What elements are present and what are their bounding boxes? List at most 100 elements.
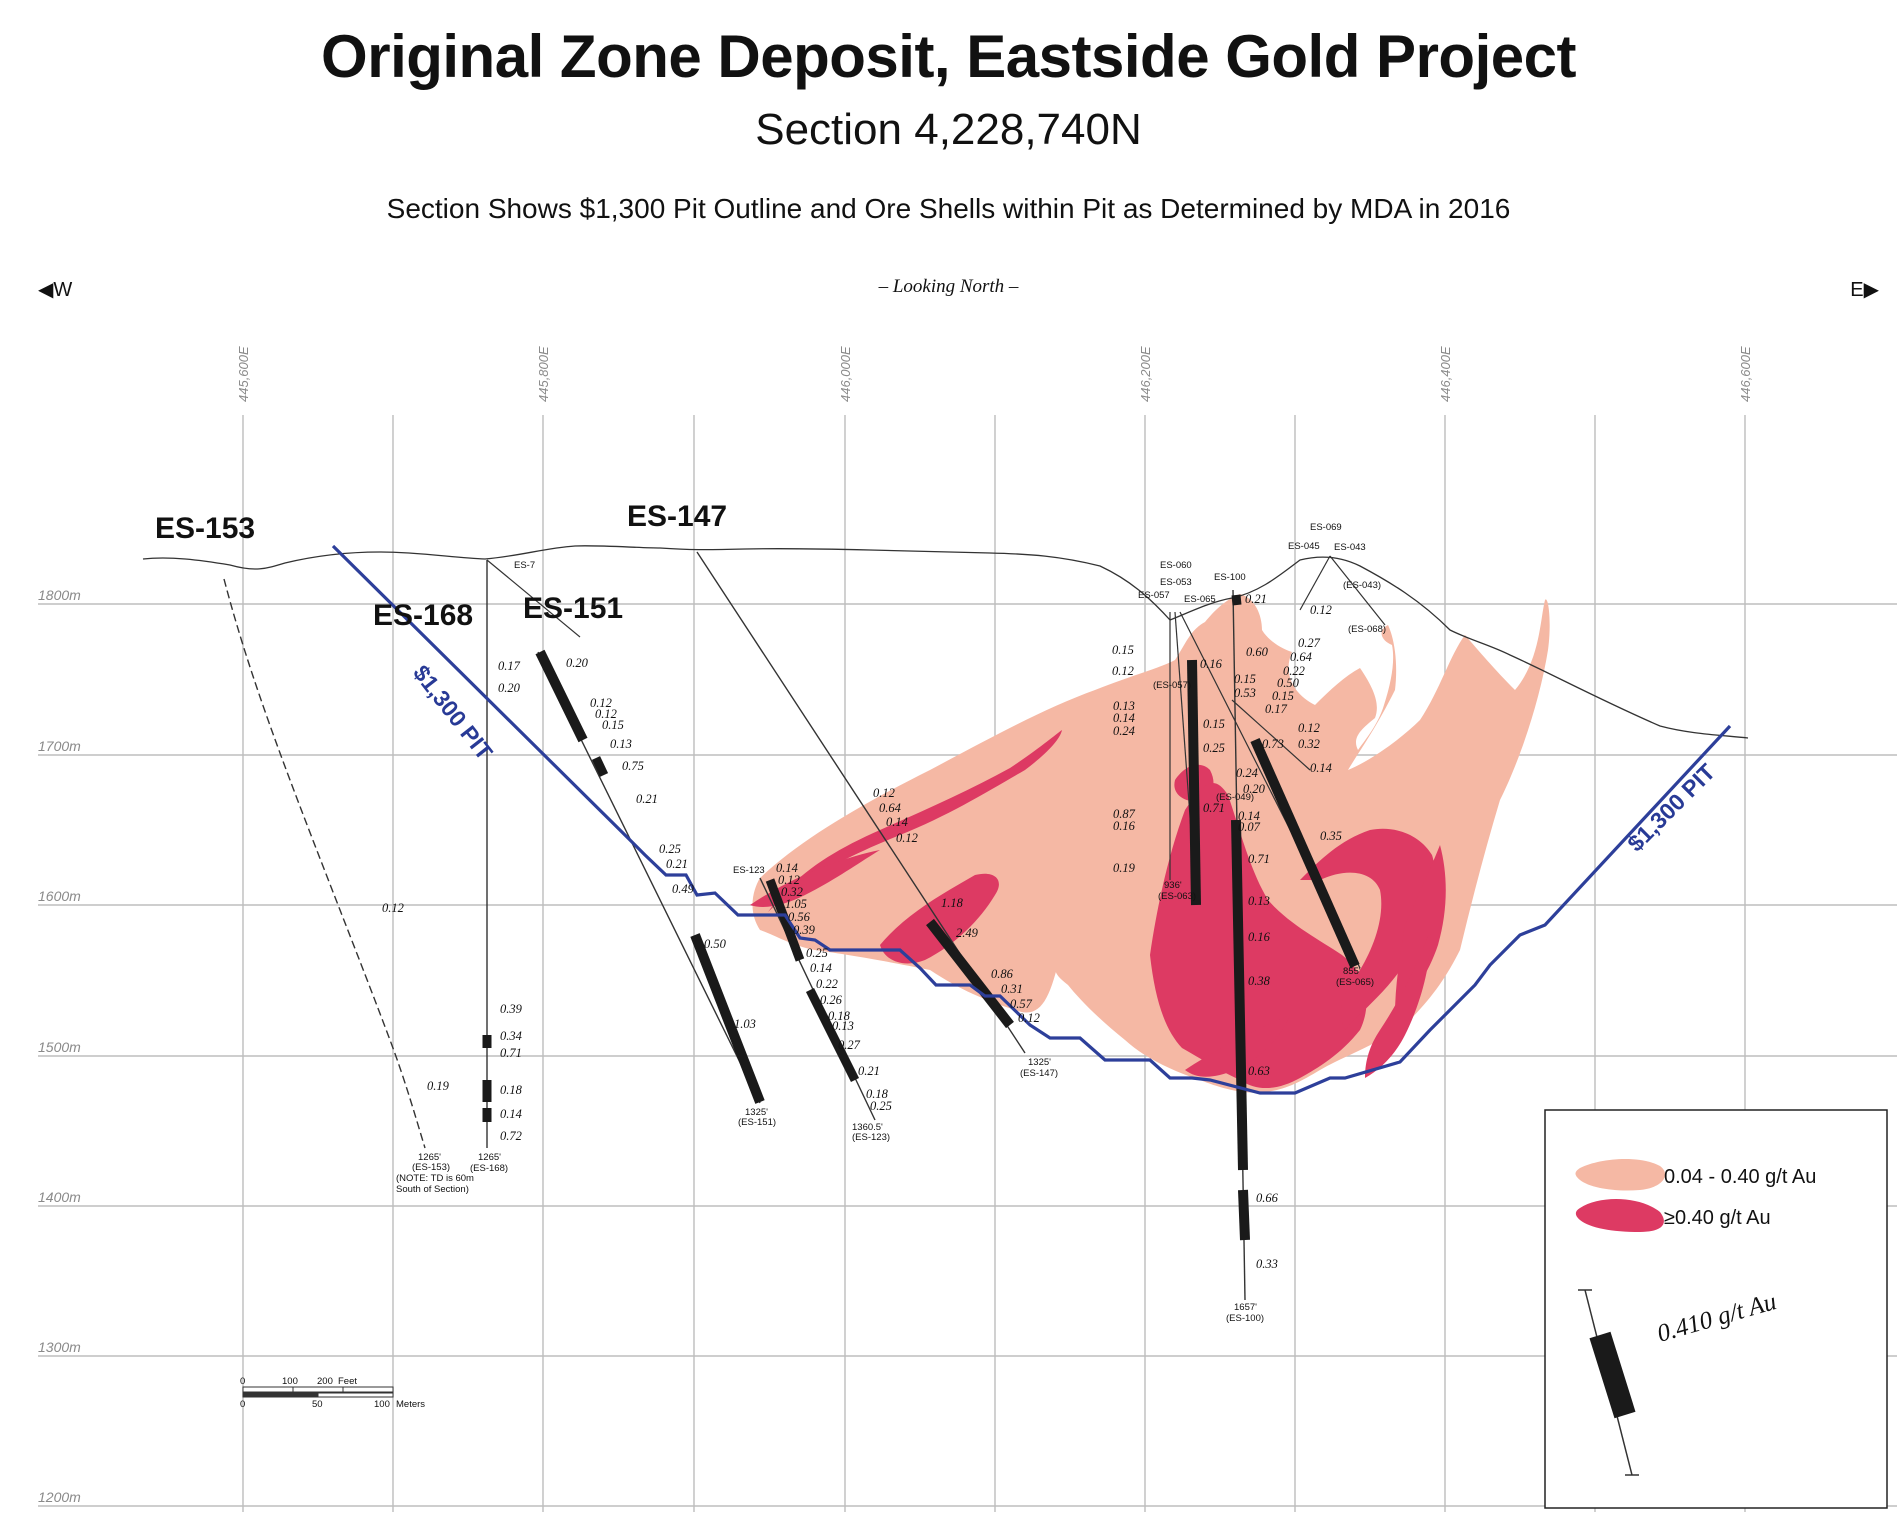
assay-es123-4: 0.56 bbox=[788, 910, 811, 924]
es153-end-depth: 1265' bbox=[418, 1152, 441, 1163]
es065-intercept bbox=[1250, 737, 1360, 969]
assay-es151-4: 0.13 bbox=[610, 737, 632, 751]
assay-es168-3: 0.34 bbox=[500, 1029, 522, 1043]
legend-low-grade-label: 0.04 - 0.40 g/t Au bbox=[1664, 1166, 1816, 1188]
assay-es065-3: 0.22 bbox=[1283, 664, 1305, 678]
assays-es123: 0.14 0.12 0.32 1.05 0.56 0.39 0.25 0.14 … bbox=[776, 861, 892, 1113]
assay-es123-1: 0.12 bbox=[778, 873, 800, 887]
assay-es100-0: 0.21 bbox=[1245, 592, 1267, 606]
subtitle: Section 4,228,740N bbox=[755, 105, 1142, 154]
scale-bar-meters-right bbox=[317, 1392, 394, 1398]
es065-end-depth: 855' bbox=[1343, 966, 1361, 977]
scale-meters-unit: Meters bbox=[396, 1399, 425, 1410]
assay-es151-9: 0.49 bbox=[672, 882, 695, 896]
es049-end-hole: (ES-049) bbox=[1216, 792, 1254, 803]
left-arrow-icon: ◀ bbox=[38, 279, 54, 301]
es151-intercept-mid bbox=[591, 756, 609, 777]
scale-feet-100: 100 bbox=[282, 1376, 298, 1387]
assay-es168-7: 0.72 bbox=[500, 1129, 522, 1143]
es100-intercept-deep bbox=[1238, 1189, 1250, 1241]
assay-es151-5: 0.75 bbox=[622, 759, 644, 773]
scale-meters-50: 50 bbox=[312, 1399, 323, 1410]
assay-es065-1: 0.27 bbox=[1298, 636, 1321, 650]
x-tick-446200: 446,200E bbox=[1138, 346, 1153, 402]
hole-label-es060: ES-060 bbox=[1160, 560, 1192, 571]
assay-es063-3: 0.14 bbox=[1113, 711, 1135, 725]
y-tick-1500: 1500m bbox=[38, 1039, 81, 1055]
assay-es147-8: 0.57 bbox=[1010, 997, 1033, 1011]
topography-line bbox=[142, 545, 1749, 739]
y-tick-1800: 1800m bbox=[38, 587, 81, 603]
assay-es063-7: 0.19 bbox=[1113, 861, 1136, 875]
x-tick-446000: 446,000E bbox=[838, 346, 853, 402]
assay-es065-13: 0.35 bbox=[1320, 829, 1342, 843]
assay-es100-12: 0.16 bbox=[1248, 930, 1271, 944]
assay-es100-15: 0.66 bbox=[1256, 1191, 1279, 1205]
assay-es151-3: 0.15 bbox=[602, 718, 624, 732]
y-tick-1300: 1300m bbox=[38, 1339, 81, 1355]
assay-es063-0: 0.15 bbox=[1112, 643, 1134, 657]
assay-es147-5: 2.49 bbox=[956, 926, 979, 940]
assay-es151-11: 1.03 bbox=[734, 1017, 756, 1031]
assay-es151-1: 0.12 bbox=[590, 696, 612, 710]
scale-feet-unit: Feet bbox=[338, 1376, 357, 1387]
pit-label-east: $1,300 PIT bbox=[1622, 759, 1720, 857]
legend-sample-intercept bbox=[1589, 1331, 1636, 1419]
west-indicator: ◀W bbox=[38, 277, 72, 302]
assay-es100-3: 0.53 bbox=[1234, 686, 1256, 700]
assay-es063-6: 0.16 bbox=[1113, 819, 1136, 833]
es168-end-depth: 1265' bbox=[478, 1152, 501, 1163]
assay-es100-4: 0.16 bbox=[1200, 657, 1223, 671]
assay-es147-4: 1.18 bbox=[941, 896, 964, 910]
es100-intercept-main bbox=[1231, 819, 1248, 1171]
assay-es100-2: 0.15 bbox=[1234, 672, 1256, 686]
es065-end-hole: (ES-065) bbox=[1336, 977, 1374, 988]
assay-es100-1: 0.60 bbox=[1246, 645, 1269, 659]
assays-es100: 0.21 0.60 0.15 0.53 0.16 0.15 0.25 0.71 … bbox=[1200, 592, 1279, 1271]
es151-end-hole: (ES-151) bbox=[738, 1117, 776, 1128]
y-tick-1200: 1200m bbox=[38, 1489, 81, 1505]
assay-es100-11: 0.13 bbox=[1248, 894, 1270, 908]
assays-es147: 0.12 0.64 0.14 0.12 1.18 2.49 0.86 0.31 … bbox=[873, 786, 1040, 1025]
assay-es151-2: 0.12 bbox=[595, 707, 617, 721]
assay-es100-7: 0.71 bbox=[1203, 801, 1225, 815]
assay-es065-10: 0.73 bbox=[1262, 737, 1284, 751]
assay-es168-6: 0.14 bbox=[500, 1107, 522, 1121]
hole-end-notes: 1265' (ES-153) (NOTE: TD is 60m South of… bbox=[396, 580, 1386, 1324]
assay-es147-0: 0.12 bbox=[873, 786, 895, 800]
assay-es123-12: 0.27 bbox=[838, 1038, 861, 1052]
assay-es100-14: 0.63 bbox=[1248, 1064, 1270, 1078]
assay-es123-15: 0.25 bbox=[870, 1099, 892, 1113]
x-tick-445800: 445,800E bbox=[536, 346, 551, 402]
assay-es063-1: 0.12 bbox=[1112, 664, 1134, 678]
title: Original Zone Deposit, Eastside Gold Pro… bbox=[321, 23, 1576, 90]
hole-label-es7: ES-7 bbox=[514, 560, 535, 571]
assay-es168-1: 0.20 bbox=[498, 681, 521, 695]
assays-es065: 0.12 0.27 0.64 0.22 0.50 0.15 0.17 0.12 … bbox=[1236, 603, 1342, 843]
es168-end-hole: (ES-168) bbox=[470, 1163, 508, 1174]
hole-label-es123: ES-123 bbox=[733, 865, 765, 876]
assay-es100-16: 0.33 bbox=[1256, 1257, 1278, 1271]
scale-meters-100: 100 bbox=[374, 1399, 390, 1410]
assay-es123-6: 0.25 bbox=[806, 946, 828, 960]
east-indicator: E▶ bbox=[1850, 277, 1879, 302]
assay-es123-9: 0.26 bbox=[820, 993, 843, 1007]
assay-es123-10: 0.18 bbox=[828, 1009, 851, 1023]
es153-trace bbox=[223, 578, 426, 1149]
es123-end-hole: (ES-123) bbox=[852, 1132, 890, 1143]
es153-end-note-2: South of Section) bbox=[396, 1184, 469, 1195]
high-grade-shell-nw bbox=[768, 730, 1062, 912]
es063-end-hole: (ES-063) bbox=[1158, 891, 1196, 902]
es153-end-hole: (ES-153) bbox=[412, 1162, 450, 1173]
scale-feet-200: 200 bbox=[317, 1376, 333, 1387]
es151-end-depth: 1325' bbox=[745, 1107, 768, 1118]
assay-es063-4: 0.24 bbox=[1113, 724, 1135, 738]
assay-es168-0: 0.17 bbox=[498, 659, 521, 673]
assay-es123-7: 0.14 bbox=[810, 961, 832, 975]
es147-intercept bbox=[926, 918, 1014, 1029]
assay-es153-0: 0.12 bbox=[382, 901, 404, 915]
assay-es151-6: 0.21 bbox=[636, 792, 658, 806]
high-grade-shell-central bbox=[1150, 783, 1367, 1089]
es069-trace bbox=[1299, 555, 1331, 611]
es100-intercept-upper bbox=[1231, 594, 1242, 606]
